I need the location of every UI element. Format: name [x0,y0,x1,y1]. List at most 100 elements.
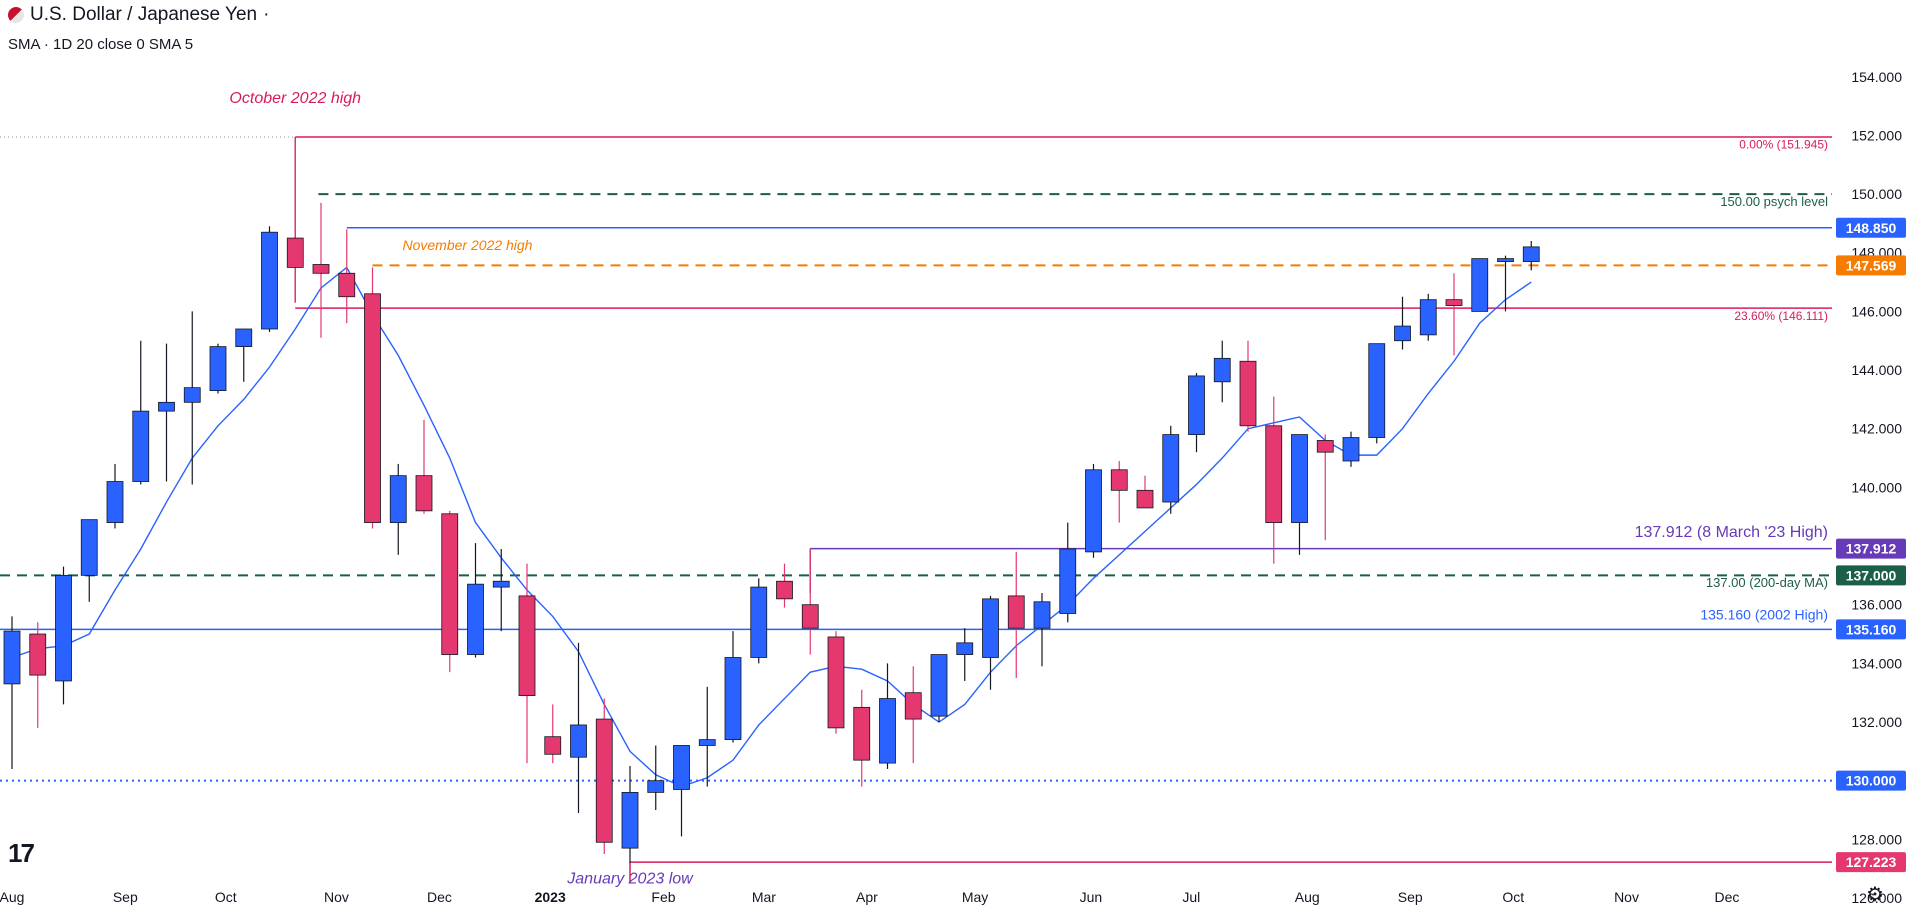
candle-body [724,657,742,741]
y-tick-label: 142.000 [1851,421,1902,437]
ma200-label: 137.00 (200-day MA) [1706,575,1828,590]
candle-body [956,642,974,655]
fib-0-label: 0.00% (151.945) [1739,138,1828,152]
candle-body [1239,360,1257,427]
gear-icon[interactable]: ⚙ [1866,884,1884,906]
price-tag [1836,255,1906,276]
y-tick-label: 136.000 [1851,597,1902,613]
candle-body [621,792,639,849]
candle-body [389,475,407,523]
candle-body [441,513,459,655]
sma-5-line [11,266,1532,788]
title-dot: · [263,4,270,25]
mar-high-label: 137.912 (8 March '23 High) [1635,524,1828,541]
candle-body [853,706,871,761]
candle-body [801,604,819,629]
candle-body [1368,343,1386,438]
candle-body [132,410,150,482]
candle-body [338,272,356,298]
candle-body [1007,595,1025,629]
candle-body [415,475,433,512]
candle-body [1445,299,1463,306]
candle-body [776,580,793,600]
candle-body [1265,425,1283,523]
x-tick-label: Feb [651,889,675,905]
candle-body [209,346,227,391]
fib-23-label: 23.60% (146.111) [1734,309,1828,323]
x-tick-label: Jun [1080,889,1103,905]
candle-body [235,328,253,347]
candle-body [673,745,690,790]
price-tag [1836,770,1906,791]
candle-body [1085,469,1102,553]
candle-body [1394,325,1411,342]
candle-body [183,387,201,403]
candle-body [904,692,922,720]
candle-body [3,630,21,685]
oct-2022-high-label: October 2022 high [229,90,361,107]
price-tag [1836,852,1906,873]
candle-body [29,633,47,676]
price-tag-label: 147.569 [1846,257,1897,273]
x-tick-label: Dec [1714,889,1739,905]
candle-body [1213,357,1231,383]
y-tick-label: 128.000 [1851,831,1902,847]
psych-label: 150.00 psych level [1720,194,1828,209]
x-tick-label: Sep [1398,889,1423,905]
candle-body [827,636,845,729]
candle-body [1110,469,1128,491]
candle-body [544,736,562,755]
price-tag-label: 130.000 [1846,773,1897,789]
price-tag-label: 148.850 [1846,220,1897,236]
price-tag-label: 135.160 [1846,621,1897,637]
candle-body [80,519,98,576]
candle-body [750,586,768,658]
x-tick-label: Nov [1614,889,1639,905]
candle-body [312,264,330,274]
candle-body [982,598,999,658]
y-tick-label: 132.000 [1851,714,1902,730]
tradingview-logo-icon[interactable]: 17 [8,838,35,868]
candle-body [467,583,484,655]
nov-2022-high-label: November 2022 high [403,237,533,253]
x-tick-label: Oct [215,889,237,905]
candle-body [595,718,613,843]
x-tick-label: Nov [324,889,349,905]
candle-body [1471,258,1489,312]
candle-body [570,724,587,758]
x-tick-label: Dec [427,889,452,905]
candle-body [647,780,665,793]
price-tag-label: 127.223 [1846,854,1897,870]
price-tag [1836,565,1906,586]
candle-body [106,481,124,523]
jan-2023-low-label: January 2023 low [566,870,694,887]
x-tick-label: Oct [1502,889,1524,905]
candle-body [286,237,304,268]
candle-body [158,401,175,412]
y-tick-label: 146.000 [1851,303,1902,319]
candle-body [1497,258,1514,262]
indicator-legend[interactable]: SMA · 1D 20 close 0 SMA 5 [8,36,194,53]
price-tag [1836,217,1906,238]
candle-body [879,698,896,764]
y-tick-label: 144.000 [1851,362,1902,378]
candle-body [1033,601,1051,629]
candle-body [1342,437,1360,462]
price-tag-label: 137.000 [1846,567,1897,583]
symbol-title: U.S. Dollar / Japanese Yen [30,4,258,25]
candle-body [1316,440,1334,453]
y-tick-label: 140.000 [1851,479,1902,495]
y-tick-label: 150.000 [1851,186,1902,202]
x-tick-label: Sep [113,889,138,905]
y-tick-label: 152.000 [1851,127,1902,143]
candle-body [55,574,72,682]
x-tick-label: Mar [752,889,776,905]
candle-body [1291,434,1308,523]
x-tick-label: Apr [856,889,878,905]
chart-title: U.S. Dollar / Japanese Yen · [8,4,269,26]
candle-body [1059,548,1077,614]
x-tick-label: Aug [1295,889,1320,905]
candle-body [1522,246,1540,262]
candle-body [492,580,510,588]
